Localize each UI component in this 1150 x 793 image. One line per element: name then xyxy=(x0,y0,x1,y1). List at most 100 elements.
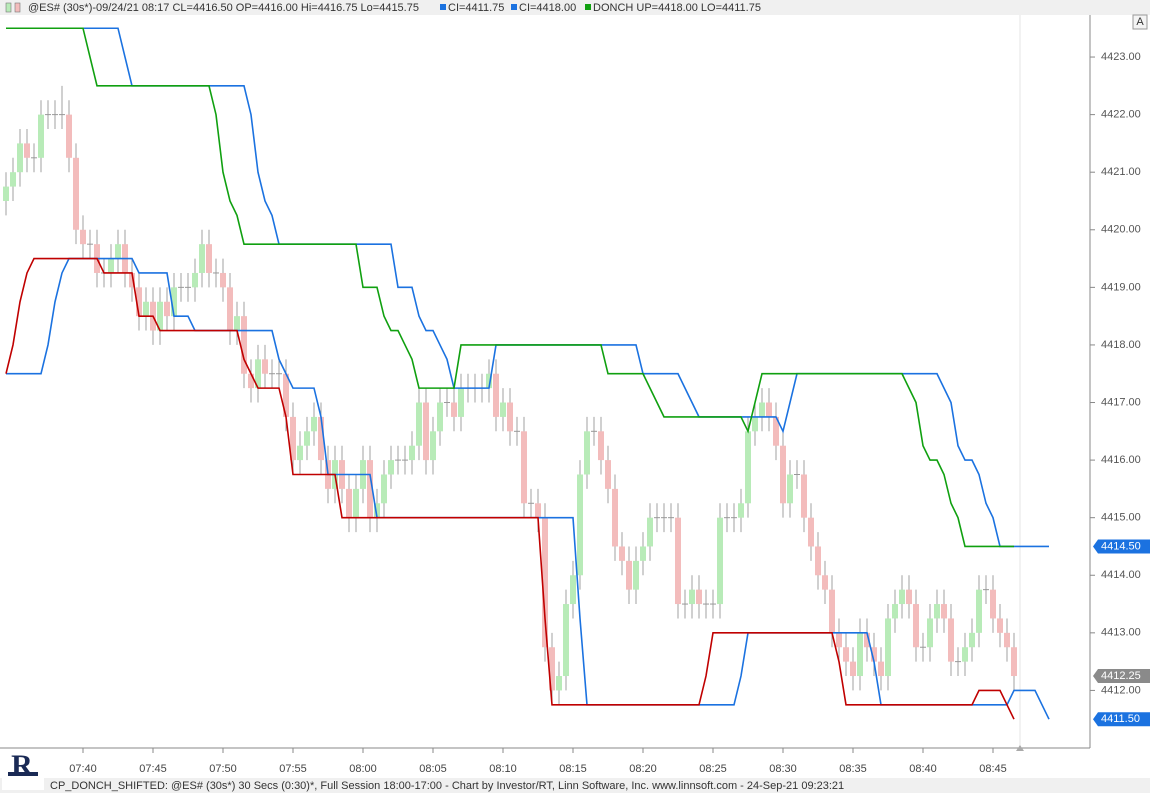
candle-body xyxy=(934,604,940,619)
candle-body xyxy=(507,402,513,432)
candle-body xyxy=(234,316,240,331)
candle-body xyxy=(388,460,394,475)
x-tick-label: 08:20 xyxy=(629,763,657,775)
legend-label: DONCH UP=4418.00 LO=4411.75 xyxy=(593,2,761,14)
candle-body xyxy=(521,431,527,504)
candle-body xyxy=(885,618,891,677)
candle-body xyxy=(780,445,786,504)
candle-body xyxy=(290,416,296,461)
candle-body xyxy=(206,244,212,273)
x-tick-label: 08:45 xyxy=(979,763,1007,775)
x-tick-label: 08:05 xyxy=(419,763,447,775)
y-tick-label: 4416.00 xyxy=(1101,454,1141,466)
candle-body xyxy=(38,114,44,158)
candle-body xyxy=(857,632,863,677)
y-tick-label: 4414.00 xyxy=(1101,569,1141,581)
candle-body xyxy=(24,143,30,158)
candle-body xyxy=(745,431,751,504)
candle-body xyxy=(717,517,723,605)
candle-body xyxy=(892,604,898,619)
x-tick-label: 07:50 xyxy=(209,763,237,775)
header-bar xyxy=(0,0,1150,15)
candle-body xyxy=(10,172,16,187)
chart-title: @ES# (30s*)-09/24/21 08:17 CL=4416.50 OP… xyxy=(28,2,419,14)
logo-stripe xyxy=(8,772,38,776)
candle-body xyxy=(73,157,79,230)
candle-body xyxy=(353,488,359,518)
candle-body xyxy=(990,589,996,619)
candle-body xyxy=(416,402,422,446)
candle-body xyxy=(738,503,744,518)
candle-body xyxy=(241,316,247,374)
candle-body xyxy=(311,416,317,432)
candle-body xyxy=(304,431,310,446)
candle-body xyxy=(633,560,639,590)
candle-body xyxy=(773,416,779,446)
candle-body xyxy=(871,647,877,662)
candle-body xyxy=(801,474,807,518)
candle-body xyxy=(878,661,884,677)
candle-body xyxy=(822,575,828,590)
footer-text: CP_DONCH_SHIFTED: @ES# (30s*) 30 Secs (0… xyxy=(50,780,844,792)
y-tick-label: 4423.00 xyxy=(1101,51,1141,63)
header-icon xyxy=(5,2,12,13)
candle-body xyxy=(409,445,415,461)
candle-body xyxy=(640,546,646,561)
candle-body xyxy=(927,618,933,648)
candle-body xyxy=(696,589,702,605)
candle-body xyxy=(262,359,268,374)
candle-body xyxy=(570,575,576,605)
price-marker-label: 4412.25 xyxy=(1101,670,1141,682)
footer-bar xyxy=(0,778,1150,793)
y-tick-label: 4419.00 xyxy=(1101,281,1141,293)
candle-body xyxy=(318,416,324,461)
candle-body xyxy=(136,287,142,317)
candle-body xyxy=(843,647,849,662)
candle-body xyxy=(829,589,835,633)
y-tick-label: 4418.00 xyxy=(1101,339,1141,351)
candle-body xyxy=(1011,647,1017,677)
candle-body xyxy=(486,373,492,389)
candle-body xyxy=(906,589,912,605)
candle-body xyxy=(381,474,387,504)
candle-body xyxy=(549,647,555,691)
candle-body xyxy=(3,186,9,201)
candle-body xyxy=(836,632,842,648)
logo-letter: R xyxy=(11,749,33,782)
candle-body xyxy=(66,114,72,158)
header-icon xyxy=(14,2,21,13)
candle-body xyxy=(255,359,261,389)
candle-body xyxy=(157,301,163,331)
x-tick-label: 08:15 xyxy=(559,763,587,775)
logo-bg xyxy=(2,752,44,790)
candle-body xyxy=(248,373,254,389)
candle-body xyxy=(115,244,121,259)
candle-body xyxy=(689,589,695,605)
x-tick-label: 08:25 xyxy=(699,763,727,775)
candle-body xyxy=(164,301,170,317)
candle-body xyxy=(374,503,380,518)
corner-button-label[interactable]: A xyxy=(1136,16,1144,28)
candle-body xyxy=(108,258,114,273)
price-marker xyxy=(1093,539,1150,554)
candle-body xyxy=(542,517,548,648)
candle-body xyxy=(129,272,135,288)
candle-body xyxy=(997,618,1003,633)
candle-body xyxy=(80,229,86,245)
candle-body xyxy=(899,589,905,605)
candle-body xyxy=(283,373,289,417)
current-bar-marker xyxy=(1016,745,1024,751)
y-tick-label: 4412.00 xyxy=(1101,684,1141,696)
legend-label: CI=4418.00 xyxy=(519,2,576,14)
candle-body xyxy=(815,546,821,576)
corner-button[interactable] xyxy=(1132,14,1148,30)
candle-body xyxy=(577,474,583,576)
candle-body xyxy=(458,388,464,417)
candle-body xyxy=(605,460,611,489)
candle-body xyxy=(563,604,569,677)
logo: R xyxy=(2,749,44,790)
candle-body xyxy=(948,618,954,662)
